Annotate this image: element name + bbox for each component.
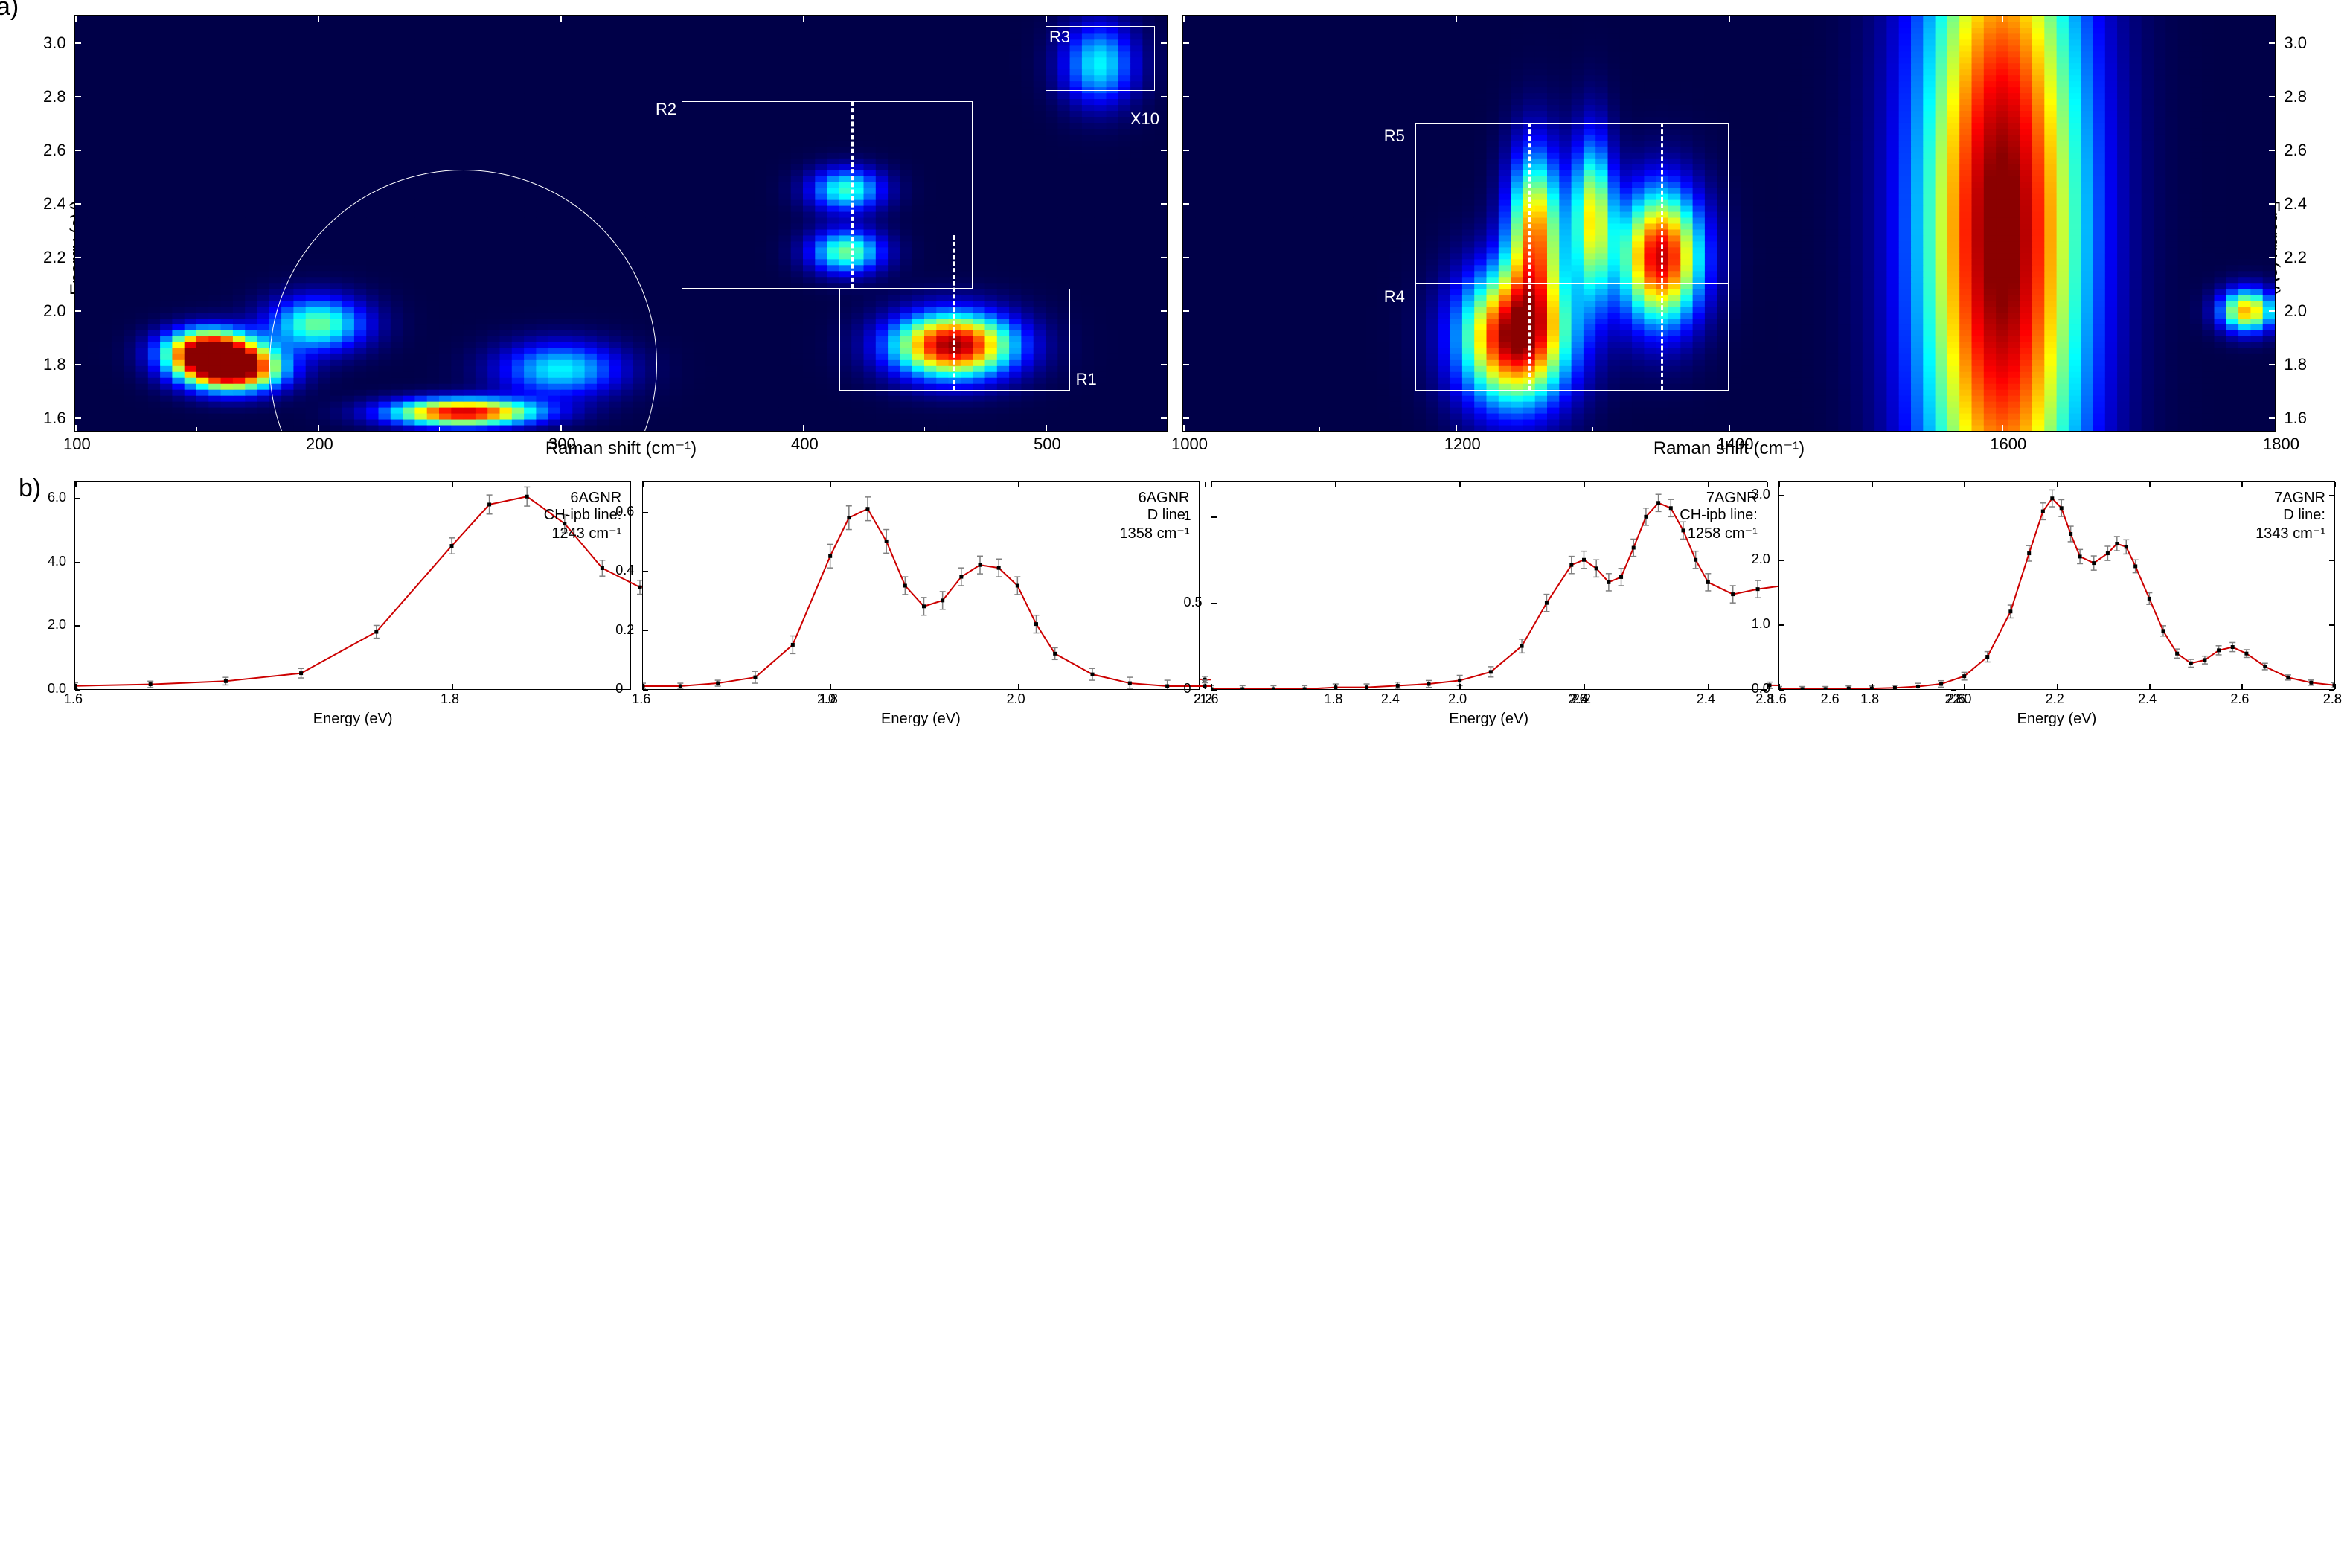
x-tick: 300 — [548, 435, 576, 454]
x-tick: 1400 — [1717, 435, 1754, 454]
panel-b-row: b) Intensity (a.u.) 6AGNRCH-ipb line:124… — [74, 481, 2335, 728]
y-tick: 2.0 — [1752, 551, 1770, 567]
y-tick: 2.0 — [2284, 301, 2307, 321]
y-tick: 2.0 — [48, 617, 66, 633]
annotation-R5 — [1415, 123, 1729, 284]
x-tick: 1000 — [1171, 435, 1208, 454]
y-tick: 3.0 — [2284, 33, 2307, 53]
panel-text-1: 6AGNRD line:1358 cm⁻¹ — [1120, 490, 1190, 543]
x-tick: 1.6 — [1200, 691, 1219, 707]
panel-a-label: a) — [0, 0, 19, 22]
annotation-x10: X10 — [1130, 109, 1159, 129]
dashed-dash3 — [1528, 123, 1531, 391]
x-tick: 500 — [1034, 435, 1061, 454]
x-axis-label-2: Energy (eV) — [1211, 711, 1767, 728]
dashed-dash4 — [1661, 123, 1663, 391]
y-tick: 1.6 — [43, 409, 66, 428]
annotation-label-R5: R5 — [1384, 127, 1405, 146]
x-tick: 1.6 — [632, 691, 650, 707]
figure-container: a) Energy (eV) R1R2R3X10 Raman shift (cm… — [15, 15, 2335, 728]
panel-a-row: a) Energy (eV) R1R2R3X10 Raman shift (cm… — [15, 15, 2335, 459]
x-axis-label-left: Raman shift (cm⁻¹) — [74, 438, 1168, 459]
x-tick: 1.6 — [64, 691, 83, 707]
y-tick: 1.8 — [2284, 355, 2307, 374]
x-tick: 1.6 — [1768, 691, 1787, 707]
x-tick: 2.4 — [1697, 691, 1715, 707]
y-tick: 2.2 — [43, 248, 66, 267]
panel-text-2: 7AGNRCH-ipb line:1258 cm⁻¹ — [1680, 490, 1757, 543]
annotation-label-R2: R2 — [656, 100, 676, 119]
y-tick: 1.0 — [1752, 616, 1770, 632]
y-tick: 4.0 — [48, 554, 66, 569]
y-tick: 6.0 — [48, 490, 66, 505]
annotation-label-R3: R3 — [1049, 28, 1070, 47]
x-tick: 1.8 — [1324, 691, 1342, 707]
panel-text-0: 6AGNRCH-ipb line:1243 cm⁻¹ — [544, 490, 621, 543]
y-tick: 0 — [615, 681, 623, 697]
line-plot-2: 7AGNRCH-ipb line:1258 cm⁻¹ — [1211, 481, 1767, 690]
annotation-label-R1: R1 — [1076, 370, 1097, 389]
line-panel-0: 6AGNRCH-ipb line:1243 cm⁻¹1.61.82.02.22.… — [74, 481, 631, 728]
y-tick: 2.4 — [43, 194, 66, 214]
x-tick: 200 — [306, 435, 333, 454]
heatmap-left: Energy (eV) R1R2R3X10 Raman shift (cm⁻¹)… — [74, 15, 1168, 459]
y-tick: 1.8 — [43, 355, 66, 374]
x-tick: 2.8 — [2323, 691, 2342, 707]
y-tick: 0.0 — [48, 681, 66, 697]
y-tick: 3.0 — [43, 33, 66, 53]
x-axis-label-0: Energy (eV) — [74, 711, 631, 728]
y-tick: 0.4 — [615, 563, 634, 578]
x-tick: 2.2 — [2046, 691, 2064, 707]
x-tick: 1200 — [1444, 435, 1481, 454]
x-tick: 2.0 — [1007, 691, 1025, 707]
x-tick: 2.2 — [1572, 691, 1591, 707]
line-panel-3: 7AGNRD line:1343 cm⁻¹1.61.82.02.22.42.62… — [1778, 481, 2335, 728]
y-tick: 2.4 — [2284, 194, 2307, 214]
y-tick: 0.5 — [1184, 595, 1203, 610]
line-panel-2: 7AGNRCH-ipb line:1258 cm⁻¹1.61.82.02.22.… — [1211, 481, 1767, 728]
panel-b-label: b) — [19, 474, 41, 503]
y-tick: 2.0 — [43, 301, 66, 321]
annotation-label-R4: R4 — [1384, 287, 1405, 307]
x-tick: 2.0 — [1953, 691, 1971, 707]
x-axis-label-3: Energy (eV) — [1778, 711, 2335, 728]
x-tick: 1.8 — [441, 691, 459, 707]
line-plot-1: 6AGNRD line:1358 cm⁻¹ — [642, 481, 1199, 690]
x-tick: 1.8 — [819, 691, 838, 707]
y-tick: 0.2 — [615, 622, 634, 638]
x-tick: 400 — [791, 435, 819, 454]
y-tick: 2.8 — [2284, 87, 2307, 106]
heatmap-right-plot: R4 R5 — [1182, 15, 2276, 432]
annotation-R2 — [682, 101, 973, 289]
line-panel-1: 6AGNRD line:1358 cm⁻¹1.61.82.02.22.42.62… — [642, 481, 1199, 728]
line-plot-0: 6AGNRCH-ipb line:1243 cm⁻¹ — [74, 481, 631, 690]
dashed-dash2 — [953, 235, 955, 391]
x-tick: 1600 — [1990, 435, 2026, 454]
y-tick: 0 — [1184, 681, 1191, 697]
y-tick: 2.8 — [43, 87, 66, 106]
x-tick: 100 — [63, 435, 91, 454]
panel-text-3: 7AGNRD line:1343 cm⁻¹ — [2255, 490, 2325, 543]
y-tick: 2.2 — [2284, 248, 2307, 267]
x-axis-label-1: Energy (eV) — [642, 711, 1199, 728]
x-tick: 1800 — [2263, 435, 2299, 454]
dashed-dash1 — [851, 101, 854, 289]
line-plot-3: 7AGNRD line:1343 cm⁻¹ — [1778, 481, 2335, 690]
y-tick: 2.6 — [2284, 141, 2307, 160]
x-tick: 2.6 — [2230, 691, 2249, 707]
heatmap-right: Energy (eV) R4R5 Raman shift (cm⁻¹) 1000… — [1182, 15, 2276, 459]
y-tick: 2.6 — [43, 141, 66, 160]
heatmap-left-plot: R1 R2 R3 X10 — [74, 15, 1168, 432]
y-tick: 0.0 — [1752, 681, 1770, 697]
y-tick: 1.6 — [2284, 409, 2307, 428]
x-tick: 2.4 — [2138, 691, 2157, 707]
x-tick: 2.0 — [1448, 691, 1467, 707]
x-tick: 1.8 — [1860, 691, 1879, 707]
annotation-R4 — [1415, 284, 1729, 391]
